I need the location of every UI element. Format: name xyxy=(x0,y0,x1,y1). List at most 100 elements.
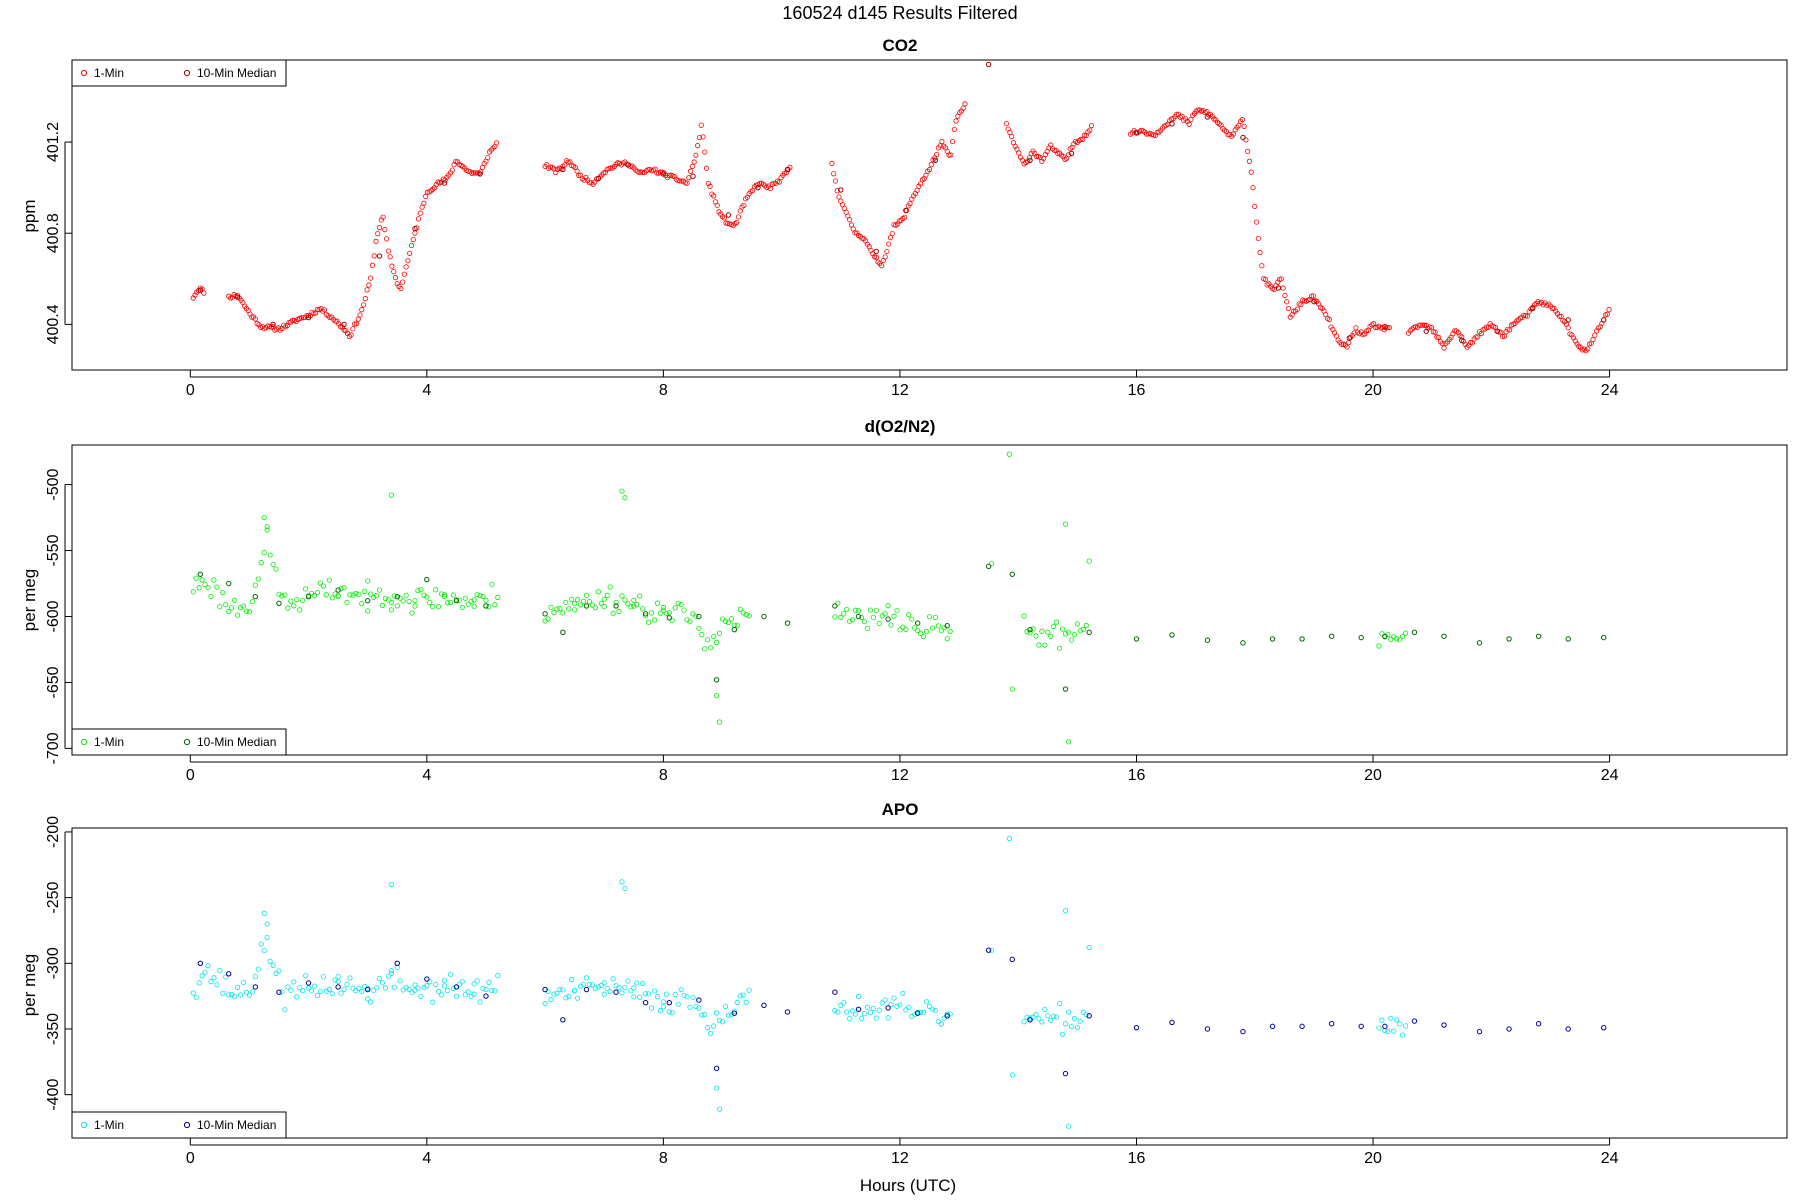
apo-y-tick-label: -350 xyxy=(45,1013,62,1045)
o2n2-point-1min xyxy=(234,612,241,618)
o2n2-point-1min xyxy=(441,593,448,599)
co2-point-median xyxy=(305,314,312,321)
o2n2-panel: d(O2/N2) per meg 0 4 8 12 16 20 24 -700 -650 -600… xyxy=(20,417,1788,784)
o2n2-point-1min xyxy=(326,577,332,583)
o2n2-point-1min xyxy=(663,610,669,617)
apo-legend: 1-Min 10-Min Median xyxy=(71,1111,287,1139)
apo-point-1min xyxy=(211,975,217,981)
apo-point-1min xyxy=(841,1000,847,1006)
o2n2-point-1min xyxy=(572,607,578,613)
apo-point-1min xyxy=(489,987,495,994)
co2-legend-marker xyxy=(183,69,191,77)
o2n2-point-1min xyxy=(217,604,223,610)
apo-point-1min xyxy=(1033,1012,1039,1018)
apo-point-median xyxy=(453,984,460,990)
apo-point-1min xyxy=(450,985,457,991)
co2-point-1min xyxy=(1143,131,1150,137)
co2-point-1min xyxy=(1436,334,1442,340)
apo-point-1min xyxy=(601,980,607,986)
apo-point-1min xyxy=(592,985,598,991)
o2n2-point-1min xyxy=(737,606,743,613)
apo-point-1min xyxy=(382,985,389,991)
co2-point-1min xyxy=(1344,344,1350,350)
o2n2-point-1min xyxy=(551,609,557,616)
apo-point-1min xyxy=(264,934,270,941)
o2n2-x-tick-label: 8 xyxy=(659,767,668,784)
o2n2-point-1min xyxy=(906,612,912,618)
o2n2-point-1min xyxy=(232,597,238,603)
apo-point-median xyxy=(1358,1023,1364,1030)
apo-point-1min xyxy=(465,989,471,995)
apo-point-median xyxy=(944,1013,950,1019)
apo-point-median xyxy=(885,1005,891,1011)
co2-point-1min xyxy=(421,200,427,206)
o2n2-point-1min xyxy=(1042,642,1048,648)
o2n2-x-tick-label: 12 xyxy=(891,767,909,784)
apo-point-1min xyxy=(252,974,258,980)
apo-point-1min xyxy=(1027,1015,1033,1021)
apo-point-1min xyxy=(1021,1019,1027,1025)
o2n2-point-1min xyxy=(672,605,678,611)
co2-point-1min xyxy=(562,162,568,168)
co2-point-1min xyxy=(776,179,782,185)
co2-point-1min xyxy=(1246,158,1253,164)
co2-point-median xyxy=(1459,337,1465,344)
apo-point-1min xyxy=(474,978,480,984)
o2n2-point-1min xyxy=(696,625,702,631)
apo-panel: APO per meg 0 4 8 12 16 20 24 -400 -350 -300 -250 -… xyxy=(20,800,1788,1167)
o2n2-point-1min xyxy=(302,586,309,592)
o2n2-point-1min xyxy=(220,590,226,596)
apo-point-1min xyxy=(453,993,459,1000)
o2n2-point-median xyxy=(1565,636,1571,642)
co2-point-median xyxy=(1600,317,1607,323)
o2n2-point-1min xyxy=(1051,623,1057,630)
apo-point-1min xyxy=(1400,1032,1406,1038)
co2-point-1min xyxy=(1308,293,1315,299)
apo-point-1min xyxy=(929,1006,936,1012)
o2n2-point-1min xyxy=(471,603,477,610)
co2-y-tick-label: 400.4 xyxy=(45,304,62,344)
co2-point-1min xyxy=(711,193,717,199)
apo-point-1min xyxy=(879,1000,885,1006)
apo-point-median xyxy=(784,1009,791,1015)
co2-point-1min xyxy=(677,178,683,184)
o2n2-point-median xyxy=(1062,686,1069,692)
apo-point-1min xyxy=(444,987,451,994)
co2-point-1min xyxy=(873,254,879,260)
co2-point-1min xyxy=(687,168,694,174)
apo-point-1min xyxy=(217,968,223,974)
o2n2-point-1min xyxy=(199,577,205,583)
co2-point-median xyxy=(1068,150,1075,157)
o2n2-point-1min xyxy=(341,584,347,591)
o2n2-point-median xyxy=(713,677,720,683)
o2n2-plot-frame xyxy=(71,444,1788,756)
co2-point-1min xyxy=(376,225,383,231)
co2-point-median xyxy=(625,162,631,168)
apo-point-median xyxy=(1441,1022,1447,1028)
apo-point-1min xyxy=(294,994,300,1000)
apo-point-1min xyxy=(660,1004,666,1010)
apo-point-1min xyxy=(631,985,637,991)
apo-point-1min xyxy=(604,985,610,992)
co2-point-1min xyxy=(1421,322,1428,328)
apo-point-1min xyxy=(223,974,229,980)
apo-point-1min xyxy=(923,999,930,1005)
o2n2-point-1min xyxy=(356,591,362,597)
co2-point-1min xyxy=(581,177,587,183)
o2n2-point-1min xyxy=(722,618,729,624)
o2n2-point-1min xyxy=(1057,645,1063,651)
co2-x-tick-label: 16 xyxy=(1128,382,1146,399)
o2n2-point-1min xyxy=(359,601,365,607)
apo-point-1min xyxy=(433,981,439,988)
apo-point-median xyxy=(394,960,400,966)
co2-point-1min xyxy=(654,170,660,176)
co2-point-1min xyxy=(364,287,370,293)
apo-point-1min xyxy=(681,992,687,998)
co2-point-1min xyxy=(1310,293,1316,299)
o2n2-point-1min-outlier xyxy=(388,492,394,498)
co2-x-tick-label: 20 xyxy=(1364,382,1382,399)
apo-point-median xyxy=(1062,1070,1069,1077)
co2-point-1min xyxy=(933,151,940,158)
apo-legend-marker xyxy=(80,1121,88,1129)
apo-legend-marker xyxy=(183,1121,191,1129)
